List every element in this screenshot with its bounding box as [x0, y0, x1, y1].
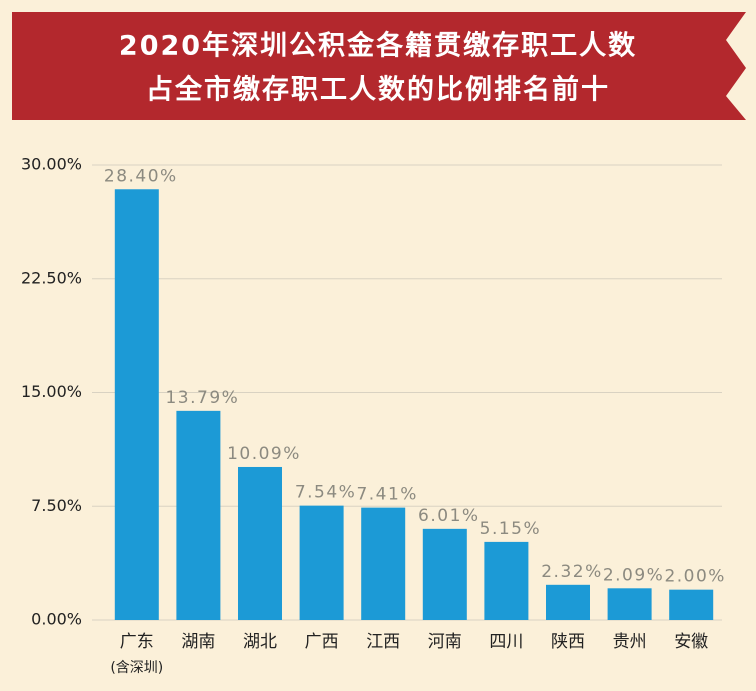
value-label: 2.32% — [541, 562, 603, 582]
value-label: 2.09% — [603, 565, 665, 585]
value-label: 28.40% — [104, 166, 178, 186]
bar — [607, 588, 652, 620]
y-tick-label: 15.00% — [21, 382, 82, 401]
x-tick-label: 江西 — [366, 632, 400, 652]
y-tick-label: 30.00% — [21, 155, 82, 174]
chart-title: 占全市缴存职工人数的比例排名前十 — [146, 74, 610, 106]
x-tick-label: 湖南 — [181, 632, 215, 652]
x-tick-label: 贵州 — [613, 632, 647, 652]
x-tick-label: 广东 — [120, 632, 154, 652]
x-tick-label: 河南 — [428, 632, 462, 652]
y-tick-label: 22.50% — [21, 268, 82, 287]
y-tick-label: 7.50% — [31, 496, 82, 515]
bar — [361, 507, 406, 620]
x-tick-label: 陕西 — [551, 632, 585, 652]
value-label: 7.41% — [356, 485, 418, 505]
value-label: 6.01% — [418, 506, 480, 526]
x-tick-sublabel: (含深圳) — [110, 660, 163, 676]
bar — [176, 410, 221, 620]
bar — [546, 584, 590, 620]
bar — [669, 589, 714, 620]
chart-title: 2020年深圳公积金各籍贯缴存职工人数 — [119, 30, 637, 62]
value-label: 2.00% — [664, 567, 726, 587]
value-label: 7.54% — [295, 483, 357, 503]
y-tick-label: 0.00% — [31, 610, 82, 629]
x-tick-label: 湖北 — [243, 632, 277, 652]
bar — [422, 528, 467, 620]
bar — [299, 505, 344, 620]
bar — [114, 189, 159, 620]
value-label: 10.09% — [227, 444, 301, 464]
x-tick-label: 广西 — [305, 632, 339, 652]
value-label: 5.15% — [480, 519, 542, 539]
x-tick-label: 安徽 — [674, 632, 708, 652]
value-label: 13.79% — [165, 388, 239, 408]
title-banner — [12, 12, 746, 120]
bar — [238, 466, 282, 620]
x-tick-label: 四川 — [489, 632, 523, 652]
bar — [484, 541, 529, 620]
